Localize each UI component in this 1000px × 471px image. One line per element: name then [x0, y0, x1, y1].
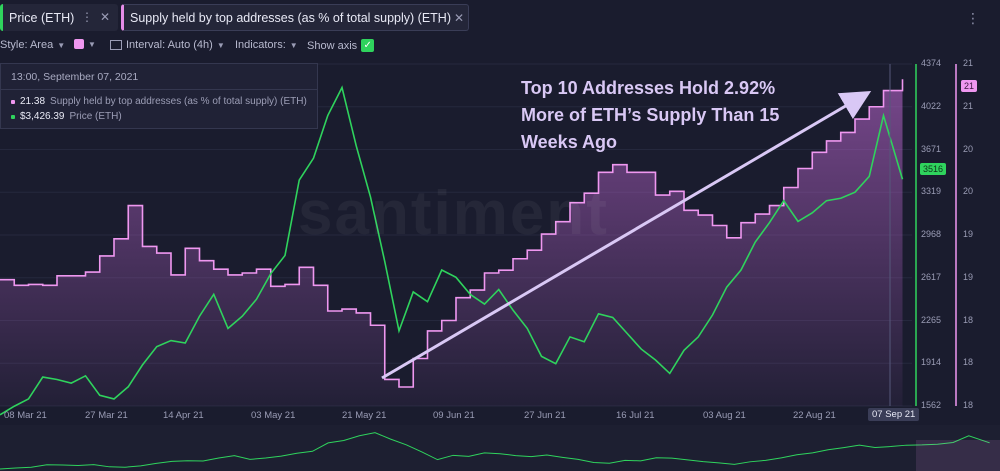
- supply-series-line: [0, 79, 904, 388]
- tooltip-row-price: $3,426.39 Price (ETH): [11, 111, 122, 122]
- supply-axis-tick: 21: [963, 100, 974, 111]
- tab-label: Price (ETH): [9, 10, 75, 25]
- more-icon[interactable]: ⋮: [433, 11, 445, 25]
- calendar-icon: [110, 40, 122, 50]
- chevron-down-icon: ▼: [216, 40, 225, 50]
- x-axis-tick: 21 May 21: [342, 410, 387, 421]
- price-axis-tick: 3671: [921, 143, 942, 154]
- x-axis-tick: 08 Mar 21: [4, 410, 47, 421]
- x-axis-tick: 16 Jul 21: [616, 410, 655, 421]
- series-color-icon: [11, 99, 15, 104]
- style-select[interactable]: Style: Area ▼: [0, 39, 66, 51]
- color-picker[interactable]: ▼: [74, 39, 96, 49]
- chevron-down-icon: ▼: [289, 40, 298, 50]
- supply-axis-tick: 19: [963, 229, 974, 239]
- indicators-select[interactable]: Indicators: ▼: [235, 39, 298, 51]
- supply-axis-tick: 19: [963, 271, 974, 282]
- price-axis-tick: 1562: [921, 400, 942, 410]
- interval-select[interactable]: Interval: Auto (4h) ▼: [110, 39, 225, 51]
- supply-axis-tick: 20: [963, 143, 974, 154]
- tooltip-date: 13:00, September 07, 2021: [11, 71, 139, 83]
- x-axis-tick: 09 Jun 21: [433, 410, 475, 421]
- supply-axis-tick: 18: [963, 400, 974, 410]
- trend-arrow: [381, 90, 872, 380]
- series-color-icon: [11, 114, 15, 119]
- tooltip-row-supply: 21.38 Supply held by top addresses (as % …: [11, 96, 307, 107]
- price-axis-tick: 3319: [921, 186, 942, 197]
- chevron-down-icon: ▼: [88, 39, 96, 49]
- x-axis-tick: 27 Mar 21: [85, 410, 128, 421]
- x-axis-tick: 14 Apr 21: [163, 410, 204, 421]
- metric-tabs: Price (ETH) ⋮ ✕ Supply held by top addre…: [0, 0, 1000, 36]
- supply-current-tag: 21: [961, 80, 978, 92]
- x-axis-tick: 03 May 21: [251, 410, 296, 421]
- watermark: santiment: [298, 179, 609, 248]
- x-axis-current-date: 07 Sep 21: [868, 408, 920, 421]
- price-axis-tick: 1914: [921, 357, 942, 368]
- tab-supply-top-addresses[interactable]: Supply held by top addresses (as % of to…: [121, 4, 469, 31]
- price-axis-tick: 2265: [921, 314, 942, 325]
- price-axis-tick: 2968: [921, 229, 942, 239]
- price-axis-tick: 4374: [921, 58, 942, 68]
- supply-axis-tick: 21: [963, 58, 974, 68]
- price-current-tag: 3516: [920, 163, 947, 175]
- navigator[interactable]: [0, 425, 1000, 471]
- price-series-line: [0, 85, 904, 416]
- supply-axis-tick: 20: [963, 186, 974, 197]
- kebab-menu-icon[interactable]: ⋮: [966, 10, 980, 26]
- checkbox-checked-icon[interactable]: ✓: [361, 39, 375, 52]
- tab-label: Supply held by top addresses (as % of to…: [130, 10, 451, 25]
- more-icon[interactable]: ⋮: [81, 10, 93, 24]
- close-icon[interactable]: ✕: [454, 11, 465, 25]
- x-axis-tick: 22 Aug 21: [793, 410, 836, 421]
- show-axis-toggle[interactable]: Show axis ✓: [307, 39, 375, 52]
- close-icon[interactable]: ✕: [100, 10, 111, 24]
- supply-axis-tick: 18: [963, 357, 974, 368]
- color-swatch: [74, 39, 84, 49]
- supply-axis-tick: 18: [963, 314, 974, 325]
- tooltip: 13:00, September 07, 2021 21.38 Supply he…: [0, 63, 318, 129]
- x-axis-tick: 03 Aug 21: [703, 410, 746, 421]
- chevron-down-icon: ▼: [57, 40, 66, 50]
- tab-price-eth[interactable]: Price (ETH) ⋮ ✕: [0, 4, 118, 31]
- price-axis-tick: 4022: [921, 100, 942, 111]
- price-axis-tick: 2617: [921, 271, 942, 282]
- chart-annotation: Top 10 Addresses Hold 2.92% More of ETH’…: [521, 78, 780, 152]
- x-axis-tick: 27 Jun 21: [524, 410, 566, 421]
- chart-toolbar: Style: Area ▼ ▼ Interval: Auto (4h) ▼ Indi…: [0, 36, 1000, 56]
